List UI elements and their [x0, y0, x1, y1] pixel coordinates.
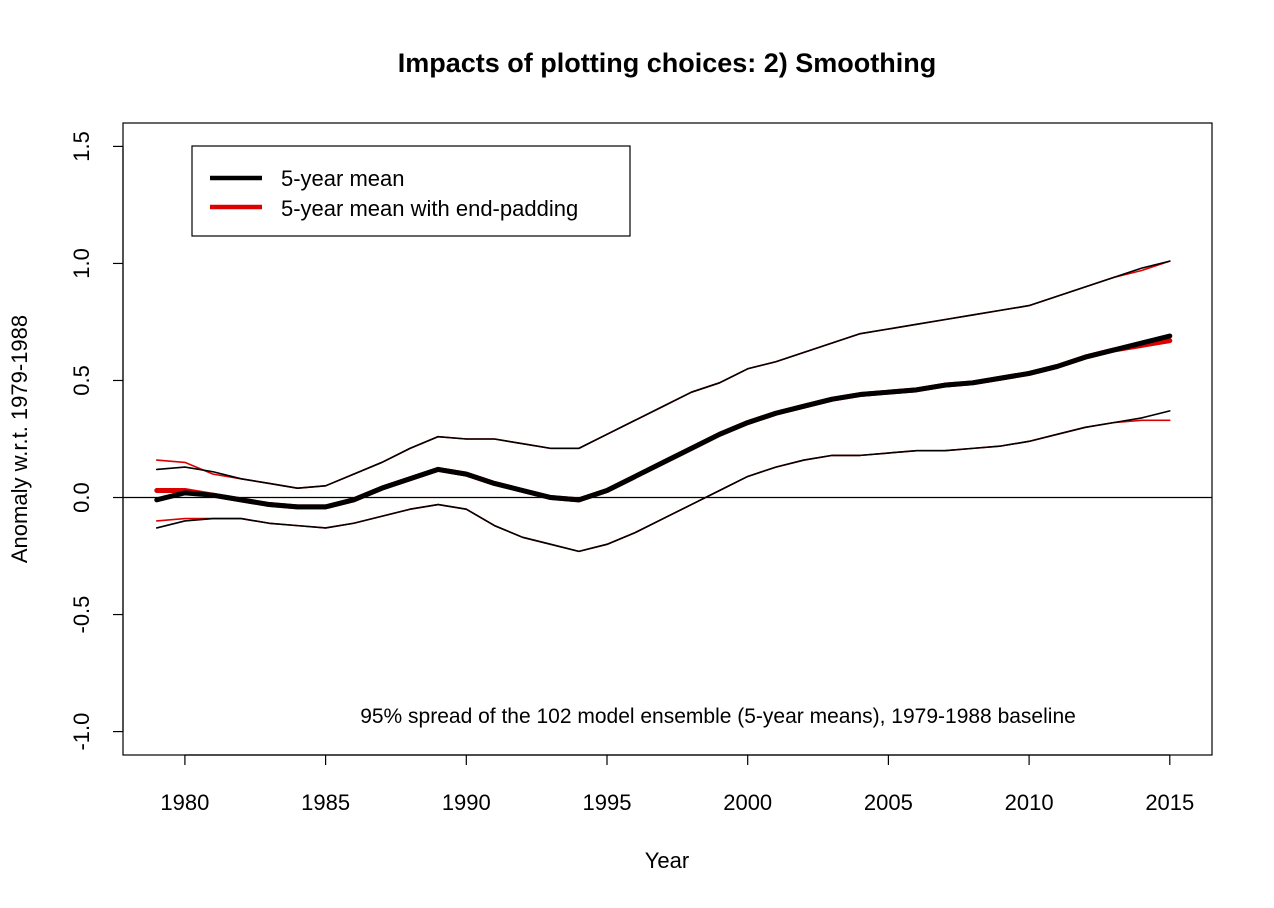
series-line-2-lower	[155, 419, 1171, 553]
y-tick-label: 0.0	[69, 482, 94, 513]
x-axis-label: Year	[645, 848, 689, 873]
series-line-0-mean	[154, 338, 1173, 510]
x-tick-label: 1990	[442, 790, 491, 815]
series-line-5-lower	[155, 410, 1171, 553]
y-tick-label: 0.5	[69, 365, 94, 396]
legend-box	[191, 145, 631, 237]
chart-title: Impacts of plotting choices: 2) Smoothin…	[398, 48, 937, 78]
legend: 5-year mean 5-year mean with end-padding	[191, 145, 631, 237]
y-tick-label: -1.0	[69, 713, 94, 751]
y-tick-label: -0.5	[69, 596, 94, 634]
legend-label-mean: 5-year mean	[281, 166, 405, 191]
series-line-4-upper	[155, 260, 1171, 489]
x-tick-label: 1995	[583, 790, 632, 815]
series-line-3-mean	[154, 333, 1173, 510]
series-layer	[154, 260, 1173, 553]
x-tick-label: 2000	[723, 790, 772, 815]
x-tick-label: 2015	[1145, 790, 1194, 815]
y-tick-label: 1.0	[69, 248, 94, 279]
x-tick-label: 1980	[160, 790, 209, 815]
y-axis: -1.0 -0.5 0.0 0.5 1.0 1.5	[69, 131, 124, 751]
y-axis-label: Anomaly w.r.t. 1979-1988	[7, 315, 32, 563]
y-tick-label: 1.5	[69, 131, 94, 162]
chart-annotation: 95% spread of the 102 model ensemble (5-…	[360, 705, 1076, 728]
x-tick-label: 2005	[864, 790, 913, 815]
x-tick-label: 1985	[301, 790, 350, 815]
x-axis: 1980 1985 1990 1995 2000 2005 2010 2015	[160, 754, 1194, 815]
legend-label-padded: 5-year mean with end-padding	[281, 196, 578, 221]
x-tick-label: 2010	[1005, 790, 1054, 815]
